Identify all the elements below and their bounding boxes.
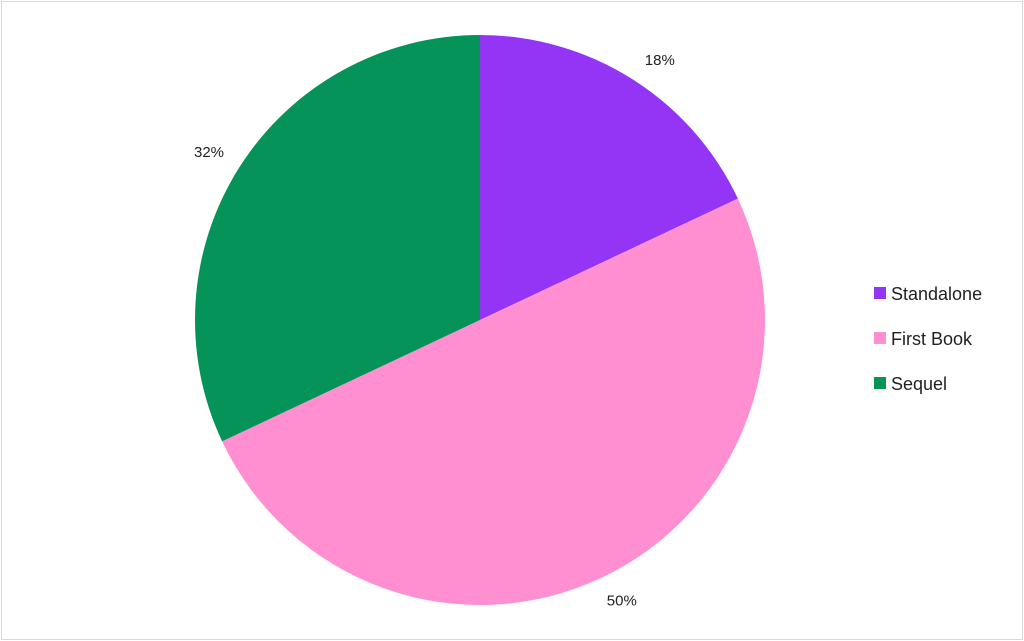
- svg-text:32%: 32%: [194, 144, 224, 161]
- svg-text:18%: 18%: [645, 52, 675, 69]
- svg-text:50%: 50%: [607, 592, 637, 609]
